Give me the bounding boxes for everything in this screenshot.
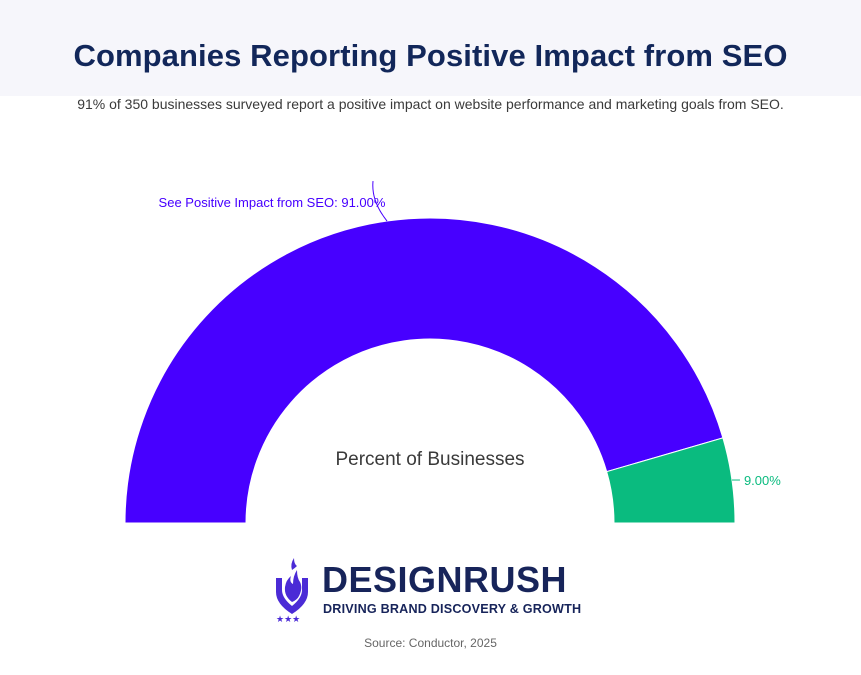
brand-tagline: DRIVING BRAND DISCOVERY & GROWTH [323, 602, 582, 616]
chart-slice-0 [124, 217, 724, 524]
designrush-logo: ★★★ DESIGNRUSH DRIVING BRAND DISCOVERY &… [272, 556, 602, 626]
slice-label-0: See Positive Impact from SEO: 91.00% [159, 195, 386, 210]
title-band [0, 0, 861, 96]
svg-text:★★★: ★★★ [276, 615, 300, 624]
chart-slice-1 [606, 437, 736, 524]
chart-title: Companies Reporting Positive Impact from… [73, 38, 788, 73]
chart-subtitle: 91% of 350 businesses surveyed report a … [77, 96, 784, 112]
flame-shield-icon: ★★★ [276, 558, 308, 624]
brand-name: DESIGNRUSH [322, 559, 568, 600]
chart-center-label: Percent of Businesses [335, 449, 524, 470]
source-note: Source: Conductor, 2025 [364, 636, 497, 650]
slice-label-1: 9.00% [744, 473, 781, 488]
slice-label-leader-0 [372, 180, 388, 222]
